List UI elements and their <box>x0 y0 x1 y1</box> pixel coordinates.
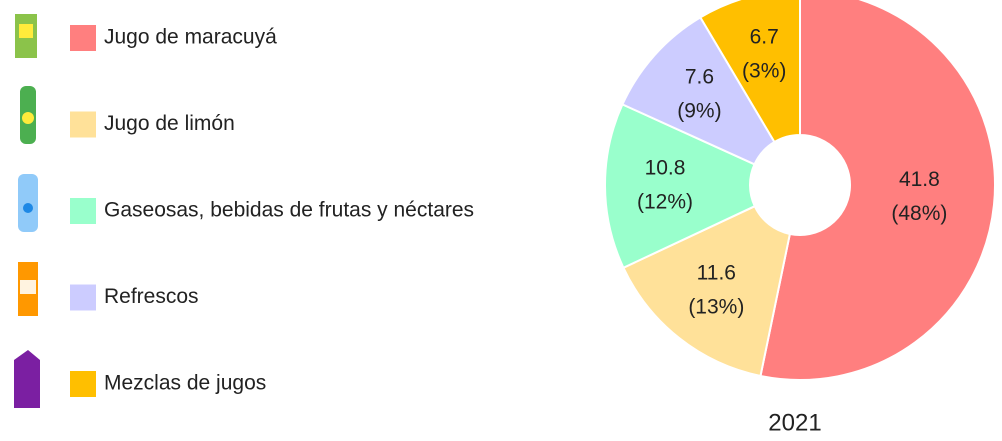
legend-label: Jugo de limón <box>104 112 235 135</box>
legend-swatch <box>70 371 96 397</box>
legend-icons <box>14 14 40 408</box>
percent-label: (12%) <box>637 190 693 213</box>
legend-swatch <box>70 284 96 311</box>
icon-water-label <box>23 203 33 213</box>
value-label: 11.6 <box>697 262 736 285</box>
donut-slice <box>604 103 757 270</box>
percent-label: (48%) <box>891 202 947 225</box>
percent-label: (13%) <box>688 296 744 319</box>
icon-carton-label <box>19 24 33 38</box>
icon-grape <box>14 350 40 408</box>
percent-label: (3%) <box>742 59 786 82</box>
legend-swatch <box>70 198 96 224</box>
value-label: 41.8 <box>899 168 940 191</box>
year-label: 2021 <box>768 409 821 436</box>
value-label: 6.7 <box>750 25 779 48</box>
percent-label: (9%) <box>677 99 721 122</box>
legend-label: Gaseosas, bebidas de frutas y néctares <box>104 199 474 222</box>
icon-juice-label <box>20 280 36 294</box>
value-label: 10.8 <box>645 156 686 179</box>
legend-swatch <box>70 111 96 138</box>
donut-slice <box>759 0 996 381</box>
legend-label: Mezclas de jugos <box>104 372 266 395</box>
legend-label: Refrescos <box>104 285 199 308</box>
legend-swatch <box>70 25 96 51</box>
donut-slice <box>621 16 776 166</box>
icon-bottle-label <box>22 112 34 124</box>
legend-label: Jugo de maracuyá <box>104 26 277 49</box>
value-label: 7.6 <box>685 65 714 88</box>
donut-slice <box>698 0 801 144</box>
